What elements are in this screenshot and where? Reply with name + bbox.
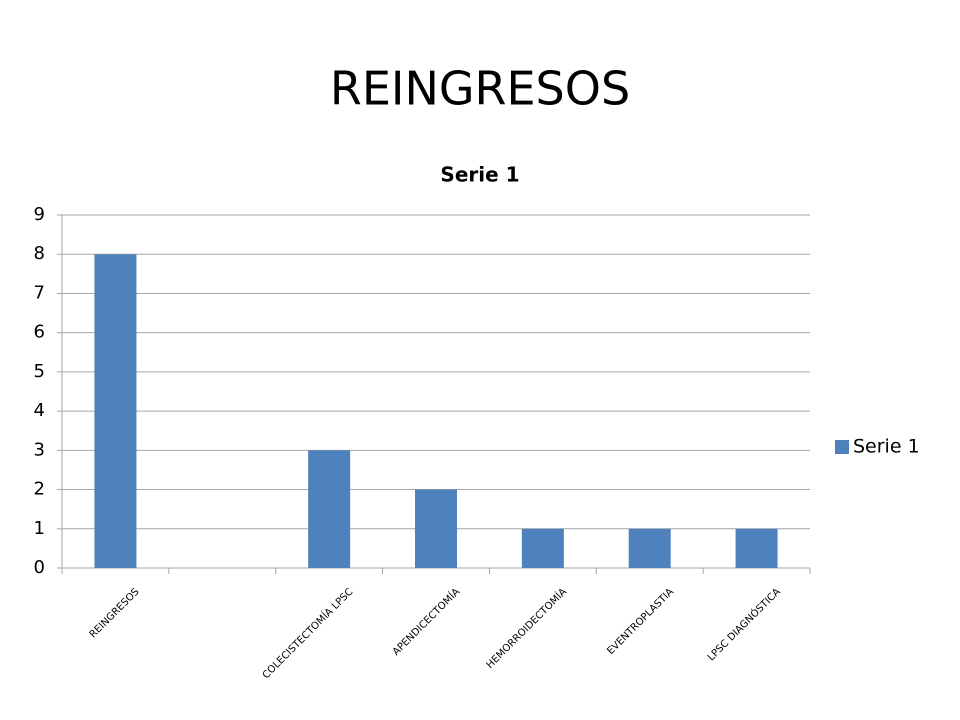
y-tick-label: 7 bbox=[34, 282, 45, 303]
x-tick-label: APENDICECTOMÍA bbox=[389, 585, 462, 658]
legend-swatch bbox=[835, 440, 849, 454]
x-tick-label: COLECISTECTOMÍA LPSC bbox=[259, 585, 355, 681]
y-tick-label: 8 bbox=[34, 243, 45, 264]
y-tick-label: 4 bbox=[34, 400, 45, 421]
slide-title: REINGRESOS bbox=[330, 62, 630, 116]
x-tick-label: EVENTROPLASTIA bbox=[605, 586, 676, 657]
legend-label: Serie 1 bbox=[853, 436, 920, 458]
y-tick-label: 3 bbox=[34, 439, 45, 460]
bar bbox=[308, 450, 351, 568]
y-tick-label: 2 bbox=[34, 479, 45, 500]
chart-title: Serie 1 bbox=[440, 163, 519, 187]
y-tick-label: 0 bbox=[34, 557, 45, 578]
x-tick-label: REINGRESOS bbox=[88, 586, 142, 640]
bar bbox=[521, 528, 564, 568]
bar bbox=[94, 254, 137, 568]
x-tick-label: HEMORROIDECTOMÍA bbox=[483, 585, 569, 671]
y-tick-label: 9 bbox=[34, 204, 45, 225]
y-tick-label: 5 bbox=[34, 361, 45, 382]
y-tick-label: 6 bbox=[34, 322, 45, 343]
y-tick-label: 1 bbox=[34, 518, 45, 539]
bar bbox=[735, 528, 778, 568]
bar bbox=[415, 489, 457, 568]
x-tick-label: LPSC DIAGNÓSTICA bbox=[704, 585, 782, 663]
bar bbox=[628, 528, 671, 568]
